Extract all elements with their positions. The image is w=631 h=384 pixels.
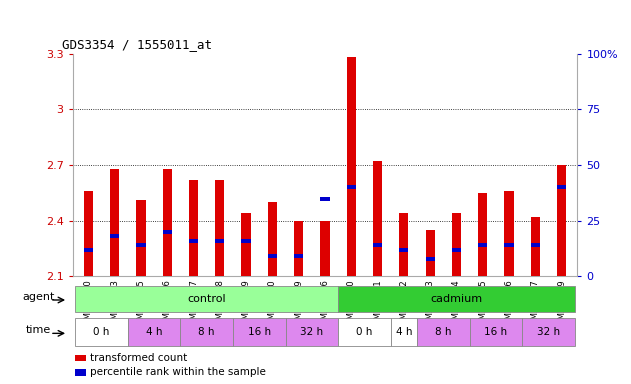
- Bar: [399, 248, 408, 252]
- Bar: [215, 180, 225, 276]
- Text: 8 h: 8 h: [435, 327, 452, 337]
- Bar: [294, 221, 304, 276]
- Text: agent: agent: [22, 292, 54, 302]
- Bar: [469, 318, 522, 346]
- Bar: [346, 185, 356, 189]
- Bar: [346, 58, 356, 276]
- Bar: [294, 255, 304, 258]
- Text: 0 h: 0 h: [93, 327, 110, 337]
- Bar: [321, 197, 329, 200]
- Text: cadmium: cadmium: [430, 293, 483, 304]
- Bar: [338, 286, 575, 311]
- Bar: [127, 318, 180, 346]
- Text: time: time: [25, 325, 51, 335]
- Bar: [233, 318, 285, 346]
- Text: 32 h: 32 h: [537, 327, 560, 337]
- Bar: [163, 230, 172, 234]
- Bar: [373, 243, 382, 247]
- Bar: [338, 318, 391, 346]
- Bar: [522, 318, 575, 346]
- Bar: [452, 214, 461, 276]
- Bar: [504, 191, 514, 276]
- Bar: [75, 286, 338, 311]
- Bar: [215, 239, 225, 243]
- Text: 16 h: 16 h: [248, 327, 271, 337]
- Bar: [84, 191, 93, 276]
- Bar: [425, 257, 435, 261]
- Bar: [531, 243, 540, 247]
- Bar: [163, 169, 172, 276]
- Bar: [557, 185, 566, 189]
- Bar: [478, 243, 487, 247]
- Bar: [242, 214, 251, 276]
- Bar: [189, 180, 198, 276]
- Bar: [425, 230, 435, 276]
- Text: 32 h: 32 h: [300, 327, 323, 337]
- Bar: [417, 318, 469, 346]
- Bar: [452, 248, 461, 252]
- Bar: [478, 193, 487, 276]
- Bar: [321, 221, 329, 276]
- Text: transformed count: transformed count: [90, 353, 187, 363]
- Text: percentile rank within the sample: percentile rank within the sample: [90, 367, 266, 377]
- Text: 4 h: 4 h: [146, 327, 162, 337]
- Text: 8 h: 8 h: [198, 327, 215, 337]
- Bar: [75, 369, 86, 376]
- Bar: [84, 248, 93, 252]
- Bar: [242, 239, 251, 243]
- Bar: [136, 243, 146, 247]
- Bar: [268, 202, 277, 276]
- Bar: [75, 318, 127, 346]
- Bar: [557, 165, 566, 276]
- Text: 16 h: 16 h: [485, 327, 507, 337]
- Bar: [399, 214, 408, 276]
- Text: GDS3354 / 1555011_at: GDS3354 / 1555011_at: [62, 38, 213, 51]
- Bar: [373, 161, 382, 276]
- Bar: [531, 217, 540, 276]
- Bar: [136, 200, 146, 276]
- Text: 0 h: 0 h: [357, 327, 372, 337]
- Bar: [75, 355, 86, 361]
- Bar: [110, 169, 119, 276]
- Bar: [391, 318, 417, 346]
- Text: 4 h: 4 h: [396, 327, 412, 337]
- Bar: [268, 255, 277, 258]
- Bar: [504, 243, 514, 247]
- Bar: [189, 239, 198, 243]
- Bar: [285, 318, 338, 346]
- Bar: [110, 234, 119, 238]
- Bar: [180, 318, 233, 346]
- Text: control: control: [187, 293, 226, 304]
